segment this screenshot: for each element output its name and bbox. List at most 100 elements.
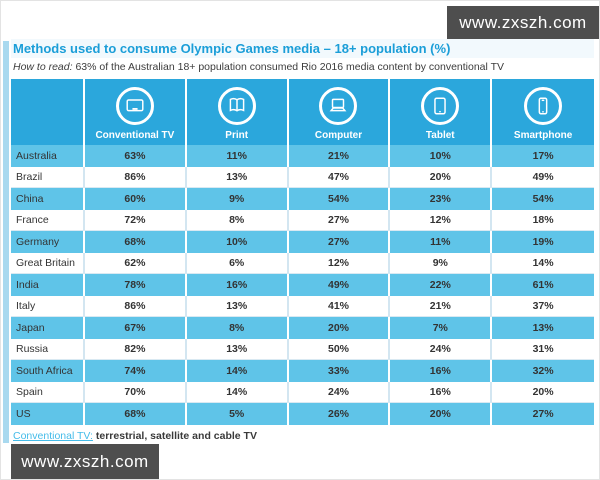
table-row-france: France 72% 8% 27% 12% 18% <box>11 209 594 231</box>
value-cell: 82% <box>85 338 187 359</box>
column-label: Smartphone <box>513 129 573 141</box>
value-cell: 17% <box>532 149 554 162</box>
table-row-great-britain: Great Britain 62% 6% 12% 9% 14% <box>11 252 594 274</box>
value-cell: 61% <box>532 278 554 291</box>
table-row-brazil: Brazil 86% 13% 47% 20% 49% <box>11 166 594 188</box>
value-cell: 7% <box>390 317 493 339</box>
value-cell: 9% <box>187 188 289 210</box>
value-cell: 27% <box>289 209 391 230</box>
how-to-read-note: How to read: 63% of the Australian 18+ p… <box>13 61 594 73</box>
value-cell: 10% <box>390 145 493 167</box>
table-row-us: US 68% 5% 26% 20% 27% <box>11 403 594 425</box>
print-icon <box>217 86 256 125</box>
table-row-china: China 60% 9% 54% 23% 54% <box>11 188 594 210</box>
value-cell: 68% <box>85 403 187 425</box>
media-consumption-table: Conventional TV Print Computer Tablet Sm… <box>11 79 594 425</box>
value-cell: 5% <box>187 403 289 425</box>
value-cell: 11% <box>187 145 289 167</box>
value-cell: 24% <box>390 338 493 359</box>
country-cell: Great Britain <box>11 252 85 273</box>
value-cell: 33% <box>289 360 391 382</box>
value-cell: 16% <box>390 360 493 382</box>
country-cell: US <box>11 403 85 425</box>
value-cell: 21% <box>390 295 493 316</box>
value-cell: 13% <box>187 338 289 359</box>
country-cell: Japan <box>11 317 85 339</box>
value-cell: 63% <box>85 145 187 167</box>
value-cell: 54% <box>289 188 391 210</box>
value-cell: 68% <box>85 231 187 253</box>
country-cell: Italy <box>11 295 85 316</box>
value-cell: 14% <box>532 256 554 269</box>
value-cell: 72% <box>85 209 187 230</box>
value-cell: 49% <box>532 170 554 183</box>
country-cell: Germany <box>11 231 85 253</box>
corner-cell <box>11 79 85 145</box>
table-row-spain: Spain 70% 14% 24% 16% 20% <box>11 381 594 403</box>
value-cell: 86% <box>85 295 187 316</box>
value-cell: 16% <box>187 274 289 296</box>
value-cell: 8% <box>187 209 289 230</box>
how-to-read-label: How to read: <box>13 61 73 73</box>
column-header-conventional-tv: Conventional TV <box>85 79 187 145</box>
page-title: Methods used to consume Olympic Games me… <box>11 39 594 58</box>
column-header-smartphone: Smartphone <box>492 79 594 145</box>
country-cell: France <box>11 209 85 230</box>
value-cell: 50% <box>289 338 391 359</box>
column-header-print: Print <box>187 79 289 145</box>
value-cell: 86% <box>85 166 187 187</box>
value-cell: 8% <box>187 317 289 339</box>
country-cell: India <box>11 274 85 296</box>
country-cell: South Africa <box>11 360 85 382</box>
value-cell: 16% <box>390 381 493 402</box>
value-cell: 21% <box>289 145 391 167</box>
value-cell: 18% <box>532 213 554 226</box>
value-cell: 70% <box>85 381 187 402</box>
country-cell: China <box>11 188 85 210</box>
table-row-italy: Italy 86% 13% 41% 21% 37% <box>11 295 594 317</box>
value-cell: 67% <box>85 317 187 339</box>
value-cell: 54% <box>532 192 554 205</box>
column-label: Computer <box>314 129 363 141</box>
value-cell: 20% <box>289 317 391 339</box>
value-cell: 11% <box>390 231 493 253</box>
value-cell: 9% <box>390 252 493 273</box>
table-row-india: India 78% 16% 49% 22% 61% <box>11 274 594 296</box>
column-label: Print <box>225 129 249 141</box>
value-cell: 13% <box>532 321 554 334</box>
value-cell: 12% <box>289 252 391 273</box>
value-cell: 13% <box>187 295 289 316</box>
value-cell: 27% <box>289 231 391 253</box>
conventional-tv-link[interactable]: Conventional TV: <box>13 429 93 442</box>
value-cell: 49% <box>289 274 391 296</box>
table-header-row: Conventional TV Print Computer Tablet Sm… <box>11 79 594 145</box>
value-cell: 19% <box>532 235 554 248</box>
footnote: Conventional TV: terrestrial, satellite … <box>13 430 594 442</box>
table-body: Australia 63% 11% 21% 10% 17% Brazil 86% 13% 47% 2… <box>11 145 594 425</box>
value-cell: 14% <box>187 360 289 382</box>
left-accent-strip <box>3 41 9 443</box>
footnote-definition: terrestrial, satellite and cable TV <box>92 429 257 442</box>
value-cell: 47% <box>289 166 391 187</box>
column-label: Tablet <box>425 129 455 141</box>
value-cell: 62% <box>85 252 187 273</box>
column-label: Conventional TV <box>95 129 175 141</box>
value-cell: 27% <box>532 407 554 420</box>
value-cell: 32% <box>532 364 554 377</box>
table-row-south-africa: South Africa 74% 14% 33% 16% 32% <box>11 360 594 382</box>
tablet-icon <box>421 86 460 125</box>
country-cell: Australia <box>11 145 85 167</box>
value-cell: 22% <box>390 274 493 296</box>
value-cell: 41% <box>289 295 391 316</box>
watermark-text: www.zxszh.com <box>21 451 149 471</box>
table-row-australia: Australia 63% 11% 21% 10% 17% <box>11 145 594 167</box>
value-cell: 20% <box>532 385 554 398</box>
value-cell: 20% <box>390 403 493 425</box>
country-cell: Brazil <box>11 166 85 187</box>
watermark-text: www.zxszh.com <box>459 12 587 32</box>
tv-icon <box>115 86 154 125</box>
value-cell: 78% <box>85 274 187 296</box>
how-to-read-text: 63% of the Australian 18+ population con… <box>72 61 505 73</box>
country-cell: Spain <box>11 381 85 402</box>
value-cell: 10% <box>187 231 289 253</box>
